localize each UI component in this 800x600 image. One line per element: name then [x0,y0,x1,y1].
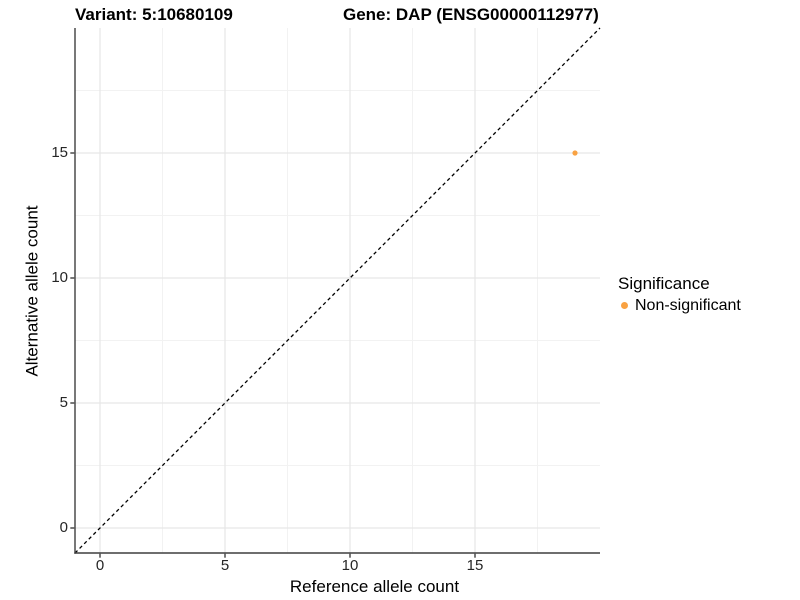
x-axis-title-text: Reference allele count [289,577,460,596]
x-axis-title: Reference allele count [0,577,675,597]
y-tick-label: 10 [51,269,68,286]
y-tick-label: 15 [51,144,68,161]
x-tick-label: 5 [220,557,230,574]
legend-title: Significance [618,274,710,293]
data-point [572,150,578,156]
legend-item-label: Non-significant [635,296,741,314]
x-tick-label: 10 [341,557,359,574]
y-tick-label: 5 [59,394,68,411]
x-tick-label: 0 [95,557,105,574]
dot-icon [621,302,628,309]
y-tick-label: 0 [59,519,68,536]
plot-title-variant: Variant: 5:10680109 [75,5,233,24]
legend-item-non-significant: Non-significant [618,294,741,314]
plot-title-gene: Gene: DAP (ENSG00000112977) [343,5,599,24]
x-tick-label: 15 [466,557,484,574]
legend: Significance Non-significant [618,274,741,314]
identity-line [74,27,601,554]
y-axis-title: Alternative allele count [22,205,42,377]
